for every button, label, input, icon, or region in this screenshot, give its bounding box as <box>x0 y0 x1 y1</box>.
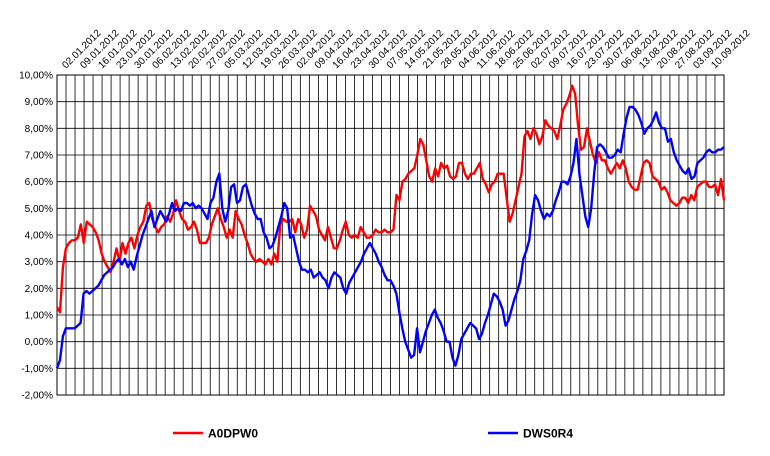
legend: A0DPW0 DWS0R4 <box>173 427 573 441</box>
y-tick-label: 2,00% <box>25 284 53 295</box>
y-tick-label: 4,00% <box>25 231 53 242</box>
x-axis-tick-labels: 02.01.201209.01.201216.01.201223.01.2012… <box>60 28 752 71</box>
series-line-dws0r4 <box>55 105 725 369</box>
y-tick-label: 9,00% <box>25 97 53 108</box>
y-tick-label: 5,00% <box>25 204 53 215</box>
y-tick-label: 10,00% <box>19 71 53 82</box>
legend-label: DWS0R4 <box>523 427 573 441</box>
y-axis-tick-labels: -2,00% -1,00% 0,00% 1,00% 2,00% 3,00% 4,00% 5,0… <box>19 71 53 402</box>
y-tick-label: 8,00% <box>25 124 53 135</box>
legend-label: A0DPW0 <box>208 427 258 441</box>
y-tick-label: 0,00% <box>25 337 53 348</box>
y-tick-label: 7,00% <box>25 151 53 162</box>
y-tick-label: 6,00% <box>25 177 53 188</box>
horizontal-gridlines <box>57 74 724 396</box>
y-tick-label: -2,00% <box>21 391 53 402</box>
series-lines <box>55 84 726 369</box>
y-tick-label: 1,00% <box>25 311 53 322</box>
y-tick-label: -1,00% <box>21 364 53 375</box>
y-tick-label: 3,00% <box>25 257 53 268</box>
